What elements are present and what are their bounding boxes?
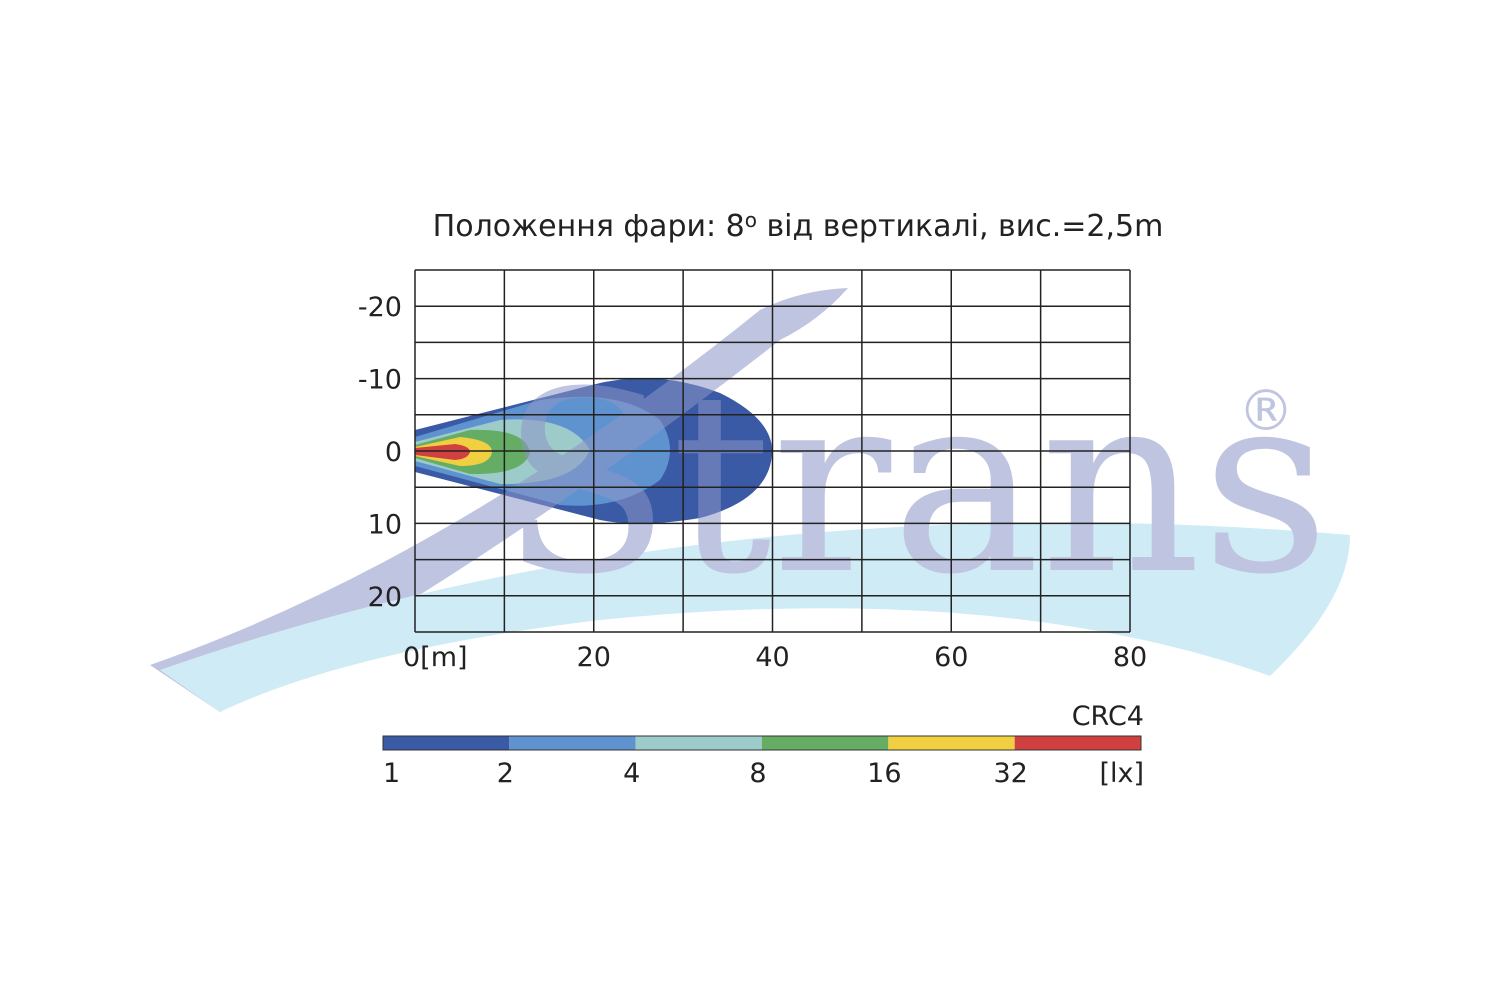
title: Положення фари: 8o від вертикалі, вис.=2… — [433, 208, 1164, 244]
legend-level: 1 — [383, 758, 400, 789]
x-tick-label: 0[m] — [403, 642, 468, 673]
watermark-mark: ® — [1238, 379, 1294, 444]
swoosh — [150, 288, 848, 712]
x-tick-label: 20 — [577, 642, 611, 673]
x-tick-label: 60 — [934, 642, 968, 673]
watermark-text: Strans — [500, 338, 1330, 629]
legend-level: 2 — [497, 758, 514, 789]
legend-unit: [lx] — [1099, 758, 1144, 789]
title-part: від вертикалі, вис.=2,5m — [757, 209, 1163, 244]
legend-swatch — [762, 736, 889, 750]
legend-frame — [382, 735, 1142, 751]
legend-title: CRC4 — [1072, 701, 1144, 732]
y-tick-label: 0 — [385, 437, 402, 468]
legend-swatch — [635, 736, 762, 750]
y-tick-label: -20 — [358, 292, 402, 323]
legend-swatch — [1014, 736, 1141, 750]
legend-level: 4 — [623, 758, 640, 789]
legend-swatch — [509, 736, 636, 750]
legend-swatch — [888, 736, 1015, 750]
title-degree: o — [745, 208, 757, 232]
legend: CRC4 1 2 4 8 16 32 [lx] — [382, 701, 1144, 789]
y-tick-label: 20 — [368, 582, 402, 613]
x-tick-label: 80 — [1113, 642, 1147, 673]
legend-level: 16 — [867, 758, 901, 789]
y-tick-label: -10 — [358, 365, 402, 396]
swoosh — [160, 522, 1350, 712]
grid — [414, 269, 1131, 633]
watermark: Strans ® — [150, 288, 1350, 712]
contour-32 — [415, 444, 470, 460]
legend-level: 32 — [993, 758, 1027, 789]
x-tick-label: 40 — [755, 642, 789, 673]
legend-swatch — [383, 736, 510, 750]
title-part: Положення фари: 8 — [433, 209, 745, 244]
y-tick-label: 10 — [368, 509, 402, 540]
legend-level: 8 — [749, 758, 766, 789]
